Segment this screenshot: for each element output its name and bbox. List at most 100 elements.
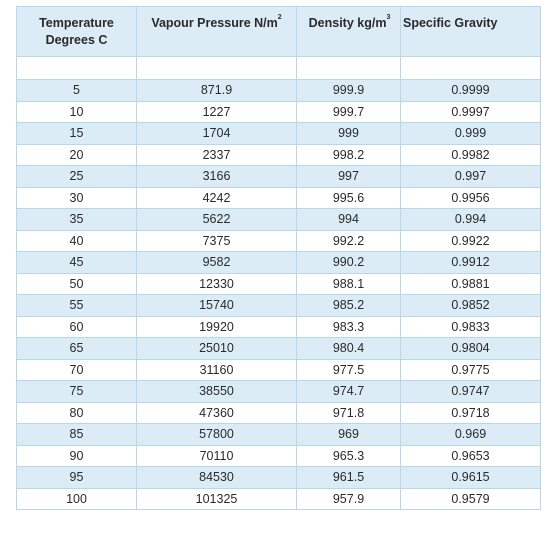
empty-cell: [136, 56, 297, 80]
cell-density: 999.7: [296, 100, 401, 123]
cell-temperature: 30: [16, 186, 137, 209]
cell-density: 994: [296, 208, 401, 231]
cell-density: 974.7: [296, 380, 401, 403]
cell-temperature: 15: [16, 122, 137, 145]
empty-row: [16, 56, 541, 80]
cell-temperature: 65: [16, 337, 137, 360]
table-row: 5 871.9 999.9 0.9999: [16, 79, 541, 102]
table-body: 5 871.9 999.9 0.9999 10 1227 999.7 0.999…: [16, 56, 541, 510]
header-temperature-label: Temperature Degrees C: [39, 16, 114, 47]
table-row: 15 1704 999 0.999: [16, 122, 541, 145]
empty-cell: [400, 56, 541, 80]
cell-specific-gravity: 0.9833: [400, 315, 541, 338]
cell-density: 965.3: [296, 444, 401, 467]
cell-vapour-pressure: 2337: [136, 143, 297, 166]
cell-vapour-pressure: 9582: [136, 251, 297, 274]
cell-temperature: 45: [16, 251, 137, 274]
cell-density: 998.2: [296, 143, 401, 166]
table-row: 80 47360 971.8 0.9718: [16, 401, 541, 424]
cell-density: 957.9: [296, 487, 401, 510]
header-density: Density kg/m3: [296, 6, 401, 57]
cell-vapour-pressure: 101325: [136, 487, 297, 510]
cell-vapour-pressure: 1227: [136, 100, 297, 123]
cell-density: 977.5: [296, 358, 401, 381]
cell-density: 969: [296, 423, 401, 446]
cell-specific-gravity: 0.9956: [400, 186, 541, 209]
table-row: 90 70110 965.3 0.9653: [16, 444, 541, 467]
table-row: 35 5622 994 0.994: [16, 208, 541, 231]
cell-density: 961.5: [296, 466, 401, 489]
cell-vapour-pressure: 70110: [136, 444, 297, 467]
empty-cell: [16, 56, 137, 80]
cell-vapour-pressure: 4242: [136, 186, 297, 209]
table-row: 85 57800 969 0.969: [16, 423, 541, 446]
cell-vapour-pressure: 15740: [136, 294, 297, 317]
cell-temperature: 55: [16, 294, 137, 317]
cell-vapour-pressure: 25010: [136, 337, 297, 360]
cell-specific-gravity: 0.9747: [400, 380, 541, 403]
header-density-exponent: 3: [386, 14, 391, 21]
header-vapour-pressure: Vapour Pressure N/m2: [136, 6, 297, 57]
header-specific-gravity: Specific Gravity: [400, 6, 541, 57]
table-row: 70 31160 977.5 0.9775: [16, 358, 541, 381]
cell-specific-gravity: 0.9997: [400, 100, 541, 123]
cell-temperature: 50: [16, 272, 137, 295]
table-header: Temperature Degrees C Vapour Pressure N/…: [16, 6, 541, 57]
cell-vapour-pressure: 5622: [136, 208, 297, 231]
cell-vapour-pressure: 12330: [136, 272, 297, 295]
table-row: 40 7375 992.2 0.9922: [16, 229, 541, 252]
table-row: 95 84530 961.5 0.9615: [16, 466, 541, 489]
cell-temperature: 25: [16, 165, 137, 188]
cell-temperature: 10: [16, 100, 137, 123]
cell-vapour-pressure: 57800: [136, 423, 297, 446]
cell-specific-gravity: 0.9852: [400, 294, 541, 317]
cell-vapour-pressure: 47360: [136, 401, 297, 424]
cell-density: 999.9: [296, 79, 401, 102]
table-row: 60 19920 983.3 0.9833: [16, 315, 541, 338]
cell-specific-gravity: 0.9912: [400, 251, 541, 274]
cell-specific-gravity: 0.9615: [400, 466, 541, 489]
cell-temperature: 90: [16, 444, 137, 467]
header-density-label: Density kg/m: [308, 16, 387, 30]
cell-specific-gravity: 0.9804: [400, 337, 541, 360]
cell-temperature: 70: [16, 358, 137, 381]
table-row: 45 9582 990.2 0.9912: [16, 251, 541, 274]
cell-vapour-pressure: 19920: [136, 315, 297, 338]
table-row: 20 2337 998.2 0.9982: [16, 143, 541, 166]
water-properties-table-container: Temperature Degrees C Vapour Pressure N/…: [16, 6, 541, 510]
cell-temperature: 5: [16, 79, 137, 102]
cell-temperature: 100: [16, 487, 137, 510]
cell-specific-gravity: 0.969: [400, 423, 541, 446]
cell-temperature: 80: [16, 401, 137, 424]
table-row: 100 101325 957.9 0.9579: [16, 487, 541, 510]
cell-temperature: 60: [16, 315, 137, 338]
header-vapour-pressure-exponent: 2: [277, 14, 282, 21]
cell-specific-gravity: 0.999: [400, 122, 541, 145]
cell-specific-gravity: 0.994: [400, 208, 541, 231]
cell-specific-gravity: 0.9982: [400, 143, 541, 166]
cell-vapour-pressure: 1704: [136, 122, 297, 145]
cell-density: 992.2: [296, 229, 401, 252]
header-specific-gravity-label: Specific Gravity: [403, 16, 498, 30]
header-row: Temperature Degrees C Vapour Pressure N/…: [16, 6, 541, 57]
cell-vapour-pressure: 3166: [136, 165, 297, 188]
cell-specific-gravity: 0.9579: [400, 487, 541, 510]
water-properties-table: Temperature Degrees C Vapour Pressure N/…: [16, 6, 541, 510]
table-row: 55 15740 985.2 0.9852: [16, 294, 541, 317]
table-row: 30 4242 995.6 0.9956: [16, 186, 541, 209]
cell-vapour-pressure: 38550: [136, 380, 297, 403]
cell-density: 980.4: [296, 337, 401, 360]
header-temperature: Temperature Degrees C: [16, 6, 137, 57]
table-row: 10 1227 999.7 0.9997: [16, 100, 541, 123]
cell-density: 985.2: [296, 294, 401, 317]
table-row: 50 12330 988.1 0.9881: [16, 272, 541, 295]
cell-vapour-pressure: 7375: [136, 229, 297, 252]
cell-specific-gravity: 0.9653: [400, 444, 541, 467]
cell-temperature: 35: [16, 208, 137, 231]
cell-specific-gravity: 0.9775: [400, 358, 541, 381]
cell-temperature: 85: [16, 423, 137, 446]
cell-density: 971.8: [296, 401, 401, 424]
cell-density: 983.3: [296, 315, 401, 338]
cell-temperature: 75: [16, 380, 137, 403]
cell-density: 990.2: [296, 251, 401, 274]
